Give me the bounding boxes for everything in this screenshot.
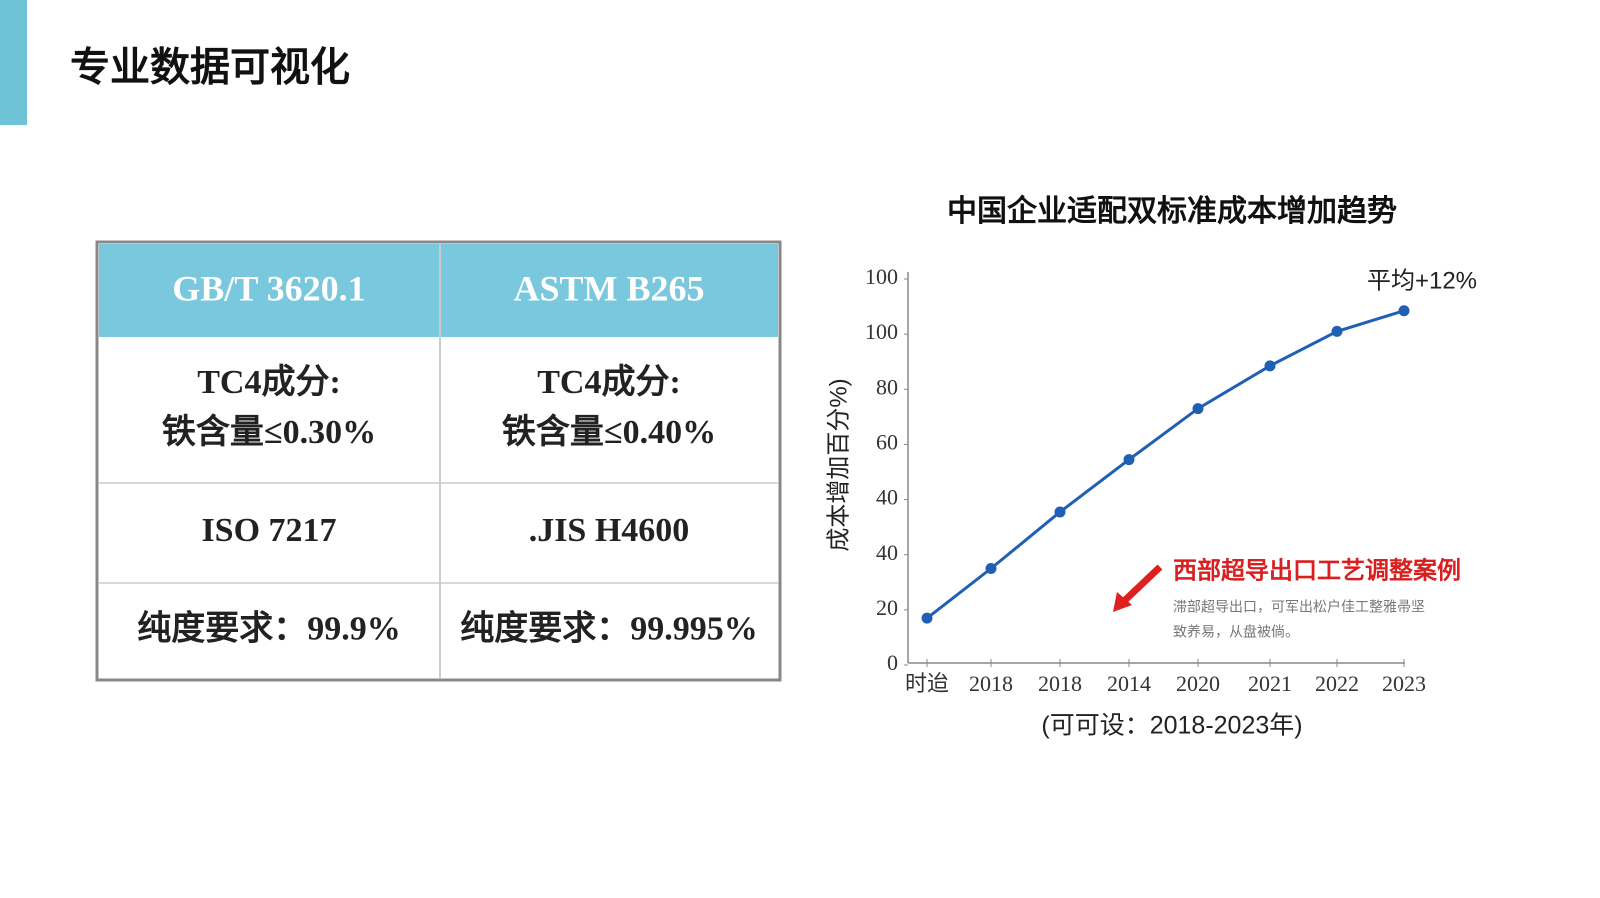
x-tick-label: 时迨 xyxy=(905,671,949,696)
y-tick-label: 0 xyxy=(887,650,898,675)
table-cell: 铁含量≤0.30% xyxy=(162,413,376,451)
y-tick-label: 40 xyxy=(876,540,898,565)
x-tick-label: 2021 xyxy=(1248,671,1292,696)
y-tick-label: 80 xyxy=(876,374,898,399)
x-tick-label: 2023 xyxy=(1382,671,1426,696)
table-cell: .JIS H4600 xyxy=(529,512,690,549)
y-tick-label: 100 xyxy=(865,264,898,289)
chart: 中国企业适配双标准成本增加趋势 成本增加百分%) (可可设：2018-2023年… xyxy=(825,194,1477,740)
y-tick-label: 20 xyxy=(876,595,898,620)
point xyxy=(921,612,933,624)
accent-bar xyxy=(0,0,27,125)
y-tick-label: 60 xyxy=(876,429,898,454)
line xyxy=(926,309,1405,620)
point xyxy=(1054,506,1066,518)
callout-arrowhead xyxy=(1113,592,1132,612)
table-cell: ISO 7217 xyxy=(201,512,336,549)
callout-text: 致养易，从盘被倘。 xyxy=(1173,624,1299,640)
column-header: GB/T 3620.1 xyxy=(172,268,365,308)
x-tick-label: 2014 xyxy=(1107,671,1151,696)
y-axis-title: 成本增加百分%) xyxy=(825,378,852,551)
table-cell: TC4成分: xyxy=(537,363,681,401)
x-tick-label: 2018 xyxy=(969,671,1013,696)
table-cell: 纯度要求：99.9% xyxy=(137,609,401,647)
x-axis-title: (可可设：2018-2023年) xyxy=(1041,712,1302,740)
table-cell: 铁含量≤0.40% xyxy=(502,413,716,451)
column-header: ASTM B265 xyxy=(513,268,704,308)
callout-arrow xyxy=(1119,564,1163,606)
point xyxy=(1398,305,1410,317)
callout-text: 滞部超导出口，可军出松户佳工整雅帚坚 xyxy=(1173,599,1425,615)
point xyxy=(1331,325,1343,337)
y-tick-label: 40 xyxy=(876,485,898,510)
table-cell: TC4成分: xyxy=(197,363,341,401)
point xyxy=(1192,403,1204,415)
point xyxy=(1123,454,1135,466)
callout-title: 西部超导出口工艺调整案例 xyxy=(1173,556,1461,584)
chart-title: 中国企业适配双标准成本增加趋势 xyxy=(947,194,1397,228)
annotation: 平均+12% xyxy=(1367,267,1477,294)
table: GB/T 3620.1 ASTM B265 TC4成分: 铁含量≤0.30% TC4成分… xyxy=(95,240,782,682)
y-tick-label: 100 xyxy=(865,319,898,344)
point xyxy=(1264,360,1276,372)
point xyxy=(985,563,997,574)
x-tick-label: 2022 xyxy=(1315,671,1359,696)
x-tick-label: 2020 xyxy=(1176,671,1220,696)
slide-title: 专业数据可视化 xyxy=(70,46,350,90)
table-cell: 纯度要求：99.995% xyxy=(460,609,758,647)
table-header-bg xyxy=(99,244,778,337)
x-tick-label: 2018 xyxy=(1038,671,1082,696)
